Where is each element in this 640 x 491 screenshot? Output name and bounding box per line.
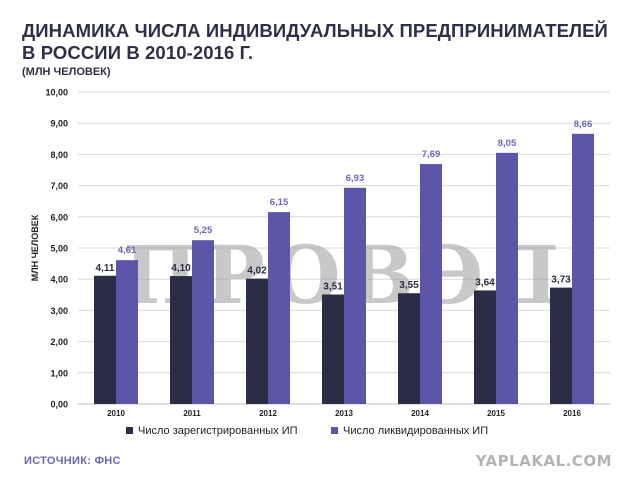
data-label-registered: 3,73 xyxy=(551,275,571,286)
y-tick-label: 9,00 xyxy=(50,119,68,129)
data-label-registered: 4,11 xyxy=(96,263,115,274)
bar-registered xyxy=(550,287,572,404)
bar-registered xyxy=(246,278,268,404)
data-label-registered: 3,64 xyxy=(475,277,495,288)
y-tick-label: 5,00 xyxy=(50,244,68,254)
x-tick-label: 2013 xyxy=(335,409,353,418)
bar-liquidated xyxy=(116,260,138,404)
bar-liquidated xyxy=(344,187,366,404)
source-note: ИСТОЧНИК: ФНС xyxy=(24,455,121,467)
x-tick-label: 2012 xyxy=(259,409,277,418)
bar-registered xyxy=(398,293,420,404)
x-tick-label: 2011 xyxy=(183,409,201,418)
chart-title: ДИНАМИКА ЧИСЛА ИНДИВИДУАЛЬНЫХ ПРЕДПРИНИМ… xyxy=(22,20,608,63)
y-tick-label: 6,00 xyxy=(50,212,68,222)
data-label-registered: 3,55 xyxy=(399,280,419,291)
site-logo: YAPLAKAL.COM xyxy=(475,452,612,470)
x-tick-label: 2016 xyxy=(563,409,581,418)
chart-subtitle: (МЛН ЧЕЛОВЕК) xyxy=(22,66,111,78)
y-axis-label: МЛН ЧЕЛОВЕК xyxy=(30,214,40,281)
data-label-liquidated: 6,15 xyxy=(270,197,289,208)
x-tick-label: 2014 xyxy=(411,409,429,418)
data-label-liquidated: 4,61 xyxy=(118,245,137,256)
bar-registered xyxy=(322,294,344,404)
bar-registered xyxy=(94,275,116,404)
y-tick-label: 1,00 xyxy=(50,368,68,378)
y-tick-label: 7,00 xyxy=(50,181,68,191)
y-tick-label: 2,00 xyxy=(50,337,68,347)
data-label-registered: 4,10 xyxy=(171,263,191,274)
bar-liquidated xyxy=(420,164,442,404)
data-label-liquidated: 8,66 xyxy=(574,119,593,130)
legend-label-registered: Число зарегистрированных ИП xyxy=(138,425,298,437)
data-label-liquidated: 6,93 xyxy=(346,173,365,184)
y-tick-label: 3,00 xyxy=(50,306,68,316)
y-tick-label: 0,00 xyxy=(50,400,68,410)
data-label-liquidated: 5,25 xyxy=(194,225,213,236)
bar-liquidated xyxy=(572,133,594,405)
legend-swatch-registered xyxy=(126,427,133,434)
bar-liquidated xyxy=(268,212,290,404)
data-label-registered: 4,02 xyxy=(247,266,267,277)
bar-registered xyxy=(474,290,496,404)
y-tick-label: 8,00 xyxy=(50,150,68,160)
bar-liquidated xyxy=(192,240,214,404)
y-tick-label: 10,00 xyxy=(45,88,68,98)
bar-registered xyxy=(170,276,192,404)
legend-label-liquidated: Число ликвидированных ИП xyxy=(343,425,488,437)
x-tick-label: 2010 xyxy=(107,409,125,418)
data-label-registered: 3,51 xyxy=(323,281,343,292)
data-label-liquidated: 7,69 xyxy=(422,149,441,160)
x-tick-label: 2015 xyxy=(487,409,505,418)
bar-liquidated xyxy=(496,152,518,404)
data-label-liquidated: 8,05 xyxy=(498,138,517,149)
y-tick-label: 4,00 xyxy=(50,275,68,285)
legend-swatch-liquidated xyxy=(331,427,338,434)
